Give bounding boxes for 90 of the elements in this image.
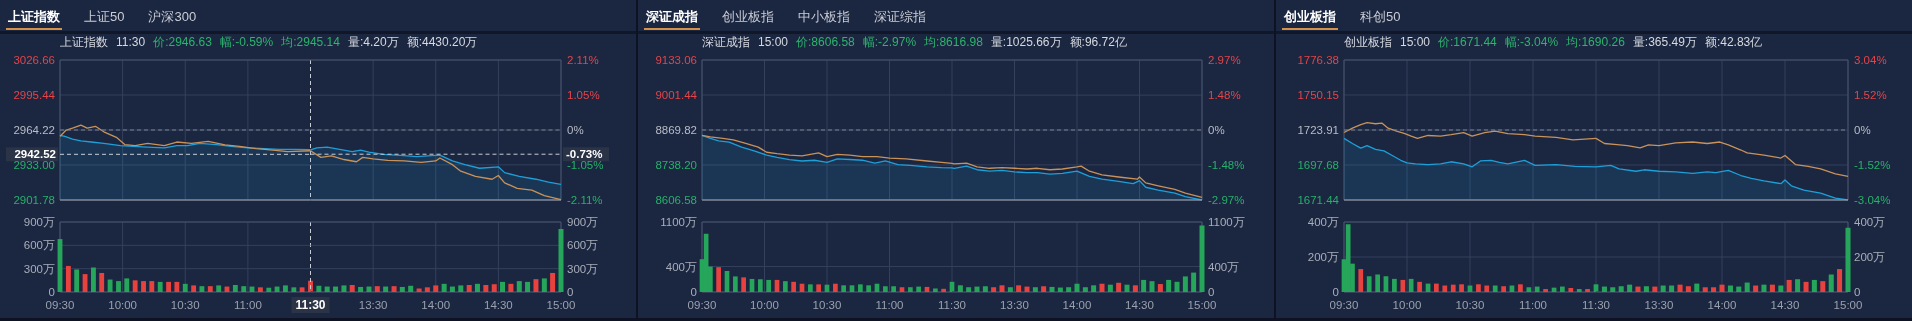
y2-tick-label: 3.04% — [1854, 54, 1887, 67]
y-tick-label: 2901.78 — [13, 194, 55, 207]
y-tick-label: 1723.91 — [1297, 124, 1339, 137]
y-tick-label: 0 — [1332, 286, 1339, 299]
y-tick-label: 900万 — [23, 216, 55, 229]
y-tick-label: 2964.22 — [13, 124, 55, 137]
y-tick-label: 9133.06 — [655, 54, 697, 67]
y2-tick-label: -1.05% — [567, 158, 604, 171]
x-tick-label: 15:00 — [1833, 299, 1863, 311]
x-tick-label: 14:00 — [421, 299, 451, 311]
x-tick-label: 10:30 — [170, 299, 200, 311]
x-tick-label: 14:00 — [1707, 299, 1737, 311]
x-tick-label: 11:00 — [1519, 299, 1547, 311]
y-tick-label: 0 — [690, 286, 697, 299]
text: 创业板指 — [722, 9, 774, 24]
x-tick-label: 14:00 — [1062, 299, 1092, 311]
text: 深证成指 — [645, 9, 698, 24]
x-tick-label: 11:30 — [938, 299, 966, 311]
y-tick-label: 1776.38 — [1297, 54, 1339, 67]
x-tick-label: 13:30 — [1000, 299, 1029, 311]
text: 中小板指 — [798, 9, 850, 24]
x-tick-label: 11:00 — [875, 299, 904, 311]
y2-tick-label: 300万 — [567, 262, 599, 275]
y2-tick-label: 0% — [1854, 124, 1871, 137]
y2-tick-label: 900万 — [567, 216, 599, 229]
x-tick-label: 14:30 — [1770, 299, 1800, 311]
x-tick-label: 11:00 — [233, 299, 262, 311]
x-tick-label: 09:30 — [687, 299, 717, 311]
y-tick-label: 9001.44 — [655, 89, 698, 102]
y2-tick-label: 2.97% — [1208, 54, 1241, 67]
y-tick-label: 1750.15 — [1297, 89, 1339, 102]
y2-tick-label: 0 — [567, 286, 574, 299]
y-tick-label: 8738.20 — [655, 159, 697, 172]
y-tick-label: 1100万 — [660, 216, 697, 229]
y2-tick-label: 1.05% — [567, 89, 600, 102]
y-tick-label: 1697.68 — [1297, 159, 1339, 172]
y-tick-label: 8869.82 — [655, 124, 697, 137]
y2-tick-label: 2.11% — [567, 54, 599, 67]
y2-tick-label: 1100万 — [1208, 216, 1245, 229]
x-tick-label: 11:30 — [1582, 299, 1610, 311]
y-tick-label: 2995.44 — [13, 89, 56, 102]
y2-tick-label: 0% — [567, 124, 584, 137]
x-tick-label: 10:00 — [1392, 299, 1422, 311]
y2-tick-label: 1.48% — [1208, 89, 1241, 102]
y2-tick-label: -2.97% — [1208, 194, 1245, 207]
y-tick-label: 1671.44 — [1297, 194, 1340, 207]
y2-tick-label: 600万 — [567, 239, 599, 252]
y-tick-label: 8606.58 — [655, 194, 697, 207]
x-tick-label: 09:30 — [1329, 299, 1359, 311]
y2-tick-label: -3.04% — [1854, 194, 1891, 207]
x-tick-label: 10:30 — [812, 299, 842, 311]
x-tick-label: 10:00 — [750, 299, 779, 311]
y2-tick-label: 0 — [1208, 286, 1215, 299]
y2-tick-label: -1.52% — [1854, 159, 1891, 172]
y2-tick-label: -1.48% — [1208, 158, 1245, 171]
y-tick-label: 300万 — [23, 262, 55, 275]
y2-tick-label: 0% — [1208, 124, 1225, 137]
y2-tick-label: -2.11% — [567, 194, 603, 207]
y-tick-label: 200万 — [1307, 251, 1339, 264]
chart-title: 上证指数 11:30 价:2946.63 幅:-0.59% 均:2945.14 量:4.20万 额:4430.20万 — [60, 35, 478, 49]
y-tick-label: 3026.66 — [13, 54, 55, 67]
y2-tick-label: 400万 — [1208, 260, 1240, 273]
y-tick-label: 0 — [48, 286, 55, 299]
text: 沪深300 — [148, 9, 197, 24]
y-tick-label: 400万 — [665, 260, 697, 273]
x-tick-label: 13:30 — [358, 299, 388, 311]
chart-title: 创业板指 15:00 价:1671.44 幅:-3.04% 均:1690.26 量:365.49万 额:42.83亿 — [1344, 35, 1763, 49]
text: 上证50 — [84, 9, 125, 24]
x-tick-label: 10:30 — [1455, 299, 1485, 311]
x-tick-label: 14:30 — [1125, 299, 1154, 311]
ref-line-label: 2942.52 — [14, 148, 56, 161]
x-tick-label: 09:30 — [45, 299, 75, 311]
y-tick-label: 600万 — [23, 239, 55, 252]
y-tick-label: 400万 — [1307, 216, 1339, 229]
y2-tick-label: 200万 — [1854, 251, 1886, 264]
x-tick-label: 10:00 — [108, 299, 138, 311]
text: 创业板指 — [1283, 9, 1336, 24]
y-tick-label: 2933.00 — [13, 159, 55, 172]
x-tick-label: 15:00 — [1187, 299, 1217, 311]
y2-tick-label: 0 — [1854, 286, 1861, 299]
y2-tick-label: 1.52% — [1854, 89, 1887, 102]
y2-tick-label: 400万 — [1854, 216, 1886, 229]
chart-title: 深证成指 15:00 价:8606.58 幅:-2.97% 均:8616.98 量:1025.66万 额:96.72亿 — [702, 35, 1127, 49]
x-tick-label: 14:30 — [483, 299, 513, 311]
text: 深证综指 — [874, 9, 926, 24]
ref-line-label: -0.73% — [566, 148, 603, 161]
text: 科创50 — [1360, 9, 1401, 24]
x-tick-label: 13:30 — [1644, 299, 1674, 311]
text: 上证指数 — [7, 9, 61, 24]
x-tick-label: 15:00 — [546, 299, 576, 311]
